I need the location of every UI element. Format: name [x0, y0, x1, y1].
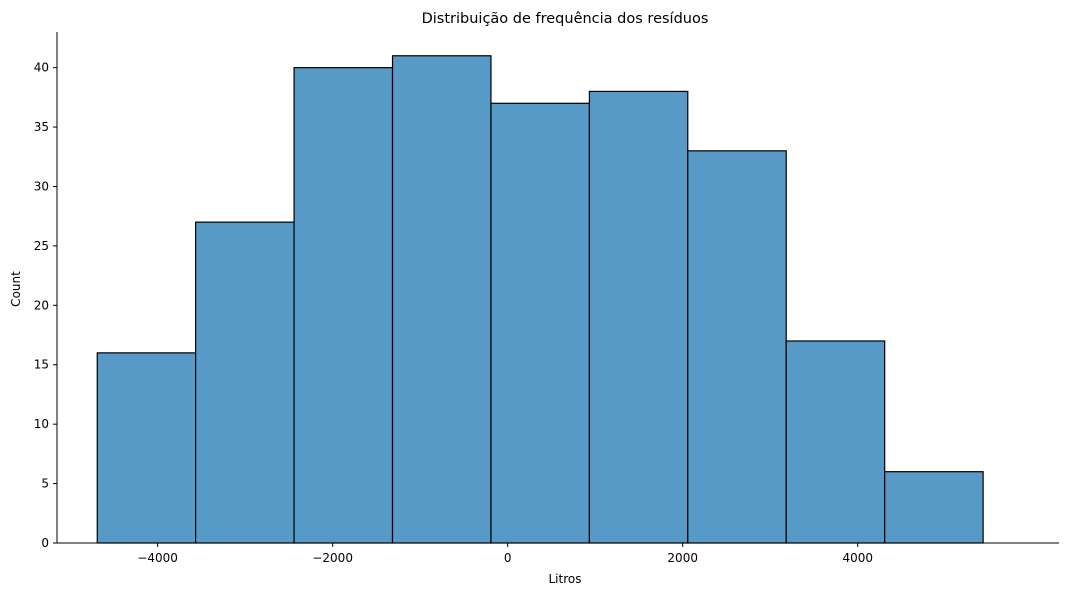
histogram-bar-1 [96, 352, 197, 544]
y-tick-label: 10 [34, 417, 49, 431]
histogram-bar-7 [687, 150, 787, 544]
x-tick-label: 4000 [842, 551, 873, 565]
y-tick-label: 35 [34, 120, 49, 134]
histogram-bar-4 [391, 55, 492, 544]
y-tick-label: 0 [41, 536, 49, 550]
y-tick-label: 5 [41, 477, 49, 491]
histogram-bar-5 [490, 102, 591, 544]
y-axis-ticks: 0 5 10 15 20 25 30 35 40 [34, 61, 57, 550]
x-axis-ticks: −4000 −2000 0 2000 4000 [137, 543, 873, 565]
histogram-bar-3 [293, 67, 394, 544]
histogram-bars [96, 55, 984, 544]
y-tick-label: 30 [34, 179, 49, 193]
histogram-bar-9 [884, 471, 984, 544]
x-tick-label: −2000 [312, 551, 353, 565]
histogram-bar-2 [195, 221, 295, 544]
y-tick-label: 15 [34, 358, 49, 372]
x-axis-label: Litros [549, 572, 582, 586]
x-tick-label: −4000 [137, 551, 178, 565]
chart-title: Distribuição de frequência dos resíduos [422, 11, 709, 27]
x-tick-label: 0 [504, 551, 512, 565]
histogram-bar-8 [785, 340, 886, 544]
y-tick-label: 20 [34, 298, 49, 312]
y-axis-label: Count [9, 271, 23, 307]
y-tick-label: 40 [34, 61, 49, 75]
y-tick-label: 25 [34, 239, 49, 253]
histogram-bar-6 [588, 90, 689, 544]
x-tick-label: 2000 [667, 551, 698, 565]
